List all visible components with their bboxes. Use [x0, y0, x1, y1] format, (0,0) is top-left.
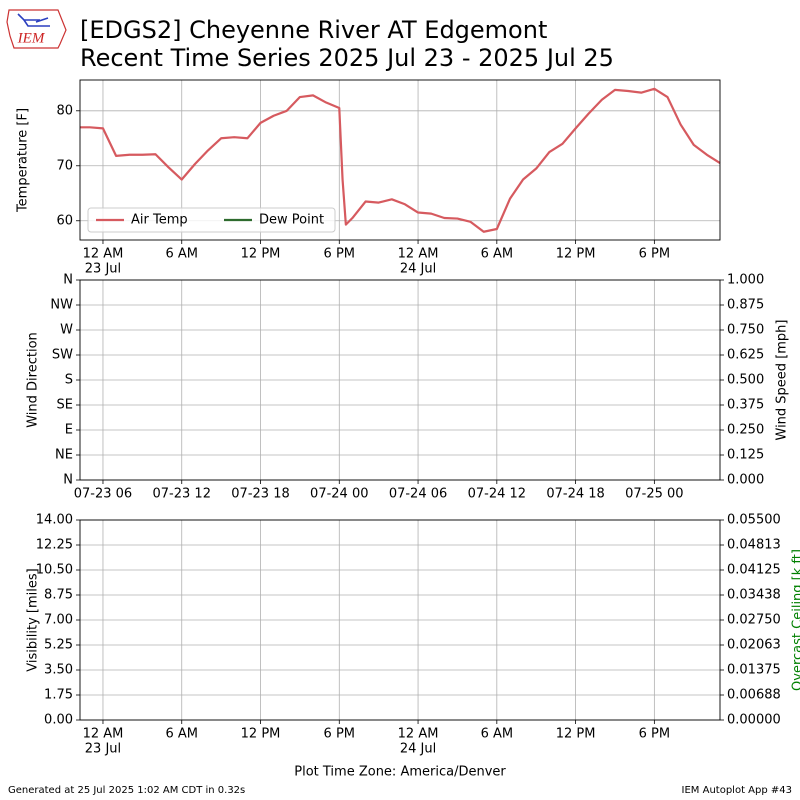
- y-tick-label: 12.25: [36, 538, 73, 553]
- y-tick-label: 5.25: [44, 638, 73, 653]
- y2-axis-label: Wind Speed [mph]: [775, 320, 790, 441]
- x-tick-label: 07-23 06: [74, 487, 132, 502]
- legend-label: Dew Point: [259, 213, 324, 228]
- legend-label: Air Temp: [131, 213, 188, 228]
- y-axis-label: Wind Direction: [26, 332, 41, 428]
- y-axis-label: Temperature [F]: [16, 108, 31, 213]
- y2-tick-label: 0.03438: [727, 588, 781, 603]
- x-tick-label: 6 AM: [165, 247, 198, 262]
- y2-tick-label: 0.000: [727, 473, 764, 488]
- y-tick-label: NW: [50, 298, 73, 313]
- x-tick-label: 12 AM: [83, 247, 124, 262]
- x-tick-label: 07-24 12: [468, 487, 526, 502]
- y-tick-label: N: [63, 473, 73, 488]
- x-tick-label: 6 PM: [639, 247, 670, 262]
- x-tick-label: 12 PM: [241, 727, 281, 742]
- x-tick-label: 07-24 06: [389, 487, 447, 502]
- plot-frame: [79, 519, 721, 721]
- x-tick-label: 07-25 00: [625, 487, 683, 502]
- plot-frame: [79, 279, 721, 481]
- x-tick-label: 6 PM: [324, 247, 355, 262]
- x-tick-label: 6 AM: [481, 247, 514, 262]
- x-tick-label: 12 PM: [241, 247, 281, 262]
- y2-tick-label: 0.04813: [727, 538, 781, 553]
- y2-tick-label: 0.04125: [727, 563, 781, 578]
- y2-tick-label: 0.02750: [727, 613, 781, 628]
- logo-symbol: [17, 13, 50, 27]
- y-axis-label: Visibility [miles]: [26, 568, 41, 671]
- y-tick-label: 7.00: [44, 613, 73, 628]
- x-tick-label: 12 AM: [83, 727, 124, 742]
- x-axis-label: Plot Time Zone: America/Denver: [294, 765, 506, 780]
- plot-frame: [79, 79, 721, 241]
- data-line: [80, 87, 721, 233]
- y-tick-label: 60: [56, 213, 73, 228]
- title-line: Recent Time Series 2025 Jul 23 - 2025 Ju…: [80, 44, 614, 72]
- y-tick-label: S: [65, 373, 73, 388]
- y-tick-label: N: [63, 273, 73, 288]
- y-tick-label: 10.50: [36, 563, 73, 578]
- x-tick-label: 6 AM: [481, 727, 514, 742]
- y2-tick-label: 0.125: [727, 448, 764, 463]
- y2-tick-label: 1.000: [727, 273, 764, 288]
- x-tick-date: 24 Jul: [400, 742, 436, 757]
- y-tick-label: 8.75: [44, 588, 73, 603]
- y2-tick-label: 0.375: [727, 398, 764, 413]
- x-tick-label: 07-24 00: [310, 487, 368, 502]
- y-tick-label: 70: [56, 158, 73, 173]
- logo-text: IEM: [17, 30, 46, 46]
- y2-tick-label: 0.625: [727, 348, 764, 363]
- title-line: [EDGS2] Cheyenne River AT Edgemont: [80, 16, 547, 44]
- y-tick-label: 1.75: [44, 688, 73, 703]
- y-tick-label: 80: [56, 103, 73, 118]
- y2-tick-label: 0.250: [727, 423, 764, 438]
- y2-tick-label: 0.875: [727, 298, 764, 313]
- y-tick-label: SW: [52, 348, 73, 363]
- legend-box: [87, 207, 336, 233]
- y2-tick-label: 0.500: [727, 373, 764, 388]
- x-tick-label: 6 PM: [639, 727, 670, 742]
- y2-tick-label: 0.00688: [727, 688, 781, 703]
- x-tick-label: 07-23 12: [153, 487, 211, 502]
- x-tick-date: 24 Jul: [400, 262, 436, 277]
- footer-left: Generated at 25 Jul 2025 1:02 AM CDT in …: [8, 785, 245, 796]
- x-tick-label: 6 PM: [324, 727, 355, 742]
- footer-right: IEM Autoplot App #43: [682, 785, 792, 796]
- x-tick-label: 07-24 18: [546, 487, 604, 502]
- y-tick-label: 3.50: [44, 663, 73, 678]
- logo: IEM: [6, 9, 67, 49]
- x-tick-label: 6 AM: [165, 727, 198, 742]
- x-tick-date: 23 Jul: [85, 262, 121, 277]
- y2-tick-label: 0.05500: [727, 513, 781, 528]
- x-tick-label: 12 PM: [556, 247, 596, 262]
- x-tick-label: 07-23 18: [231, 487, 289, 502]
- y-tick-label: E: [65, 423, 73, 438]
- y2-tick-label: 0.01375: [727, 663, 781, 678]
- y-tick-label: 14.00: [36, 513, 73, 528]
- x-tick-label: 12 AM: [398, 727, 439, 742]
- y2-tick-label: 0.02063: [727, 638, 781, 653]
- y2-tick-label: 0.750: [727, 323, 764, 338]
- x-tick-date: 23 Jul: [85, 742, 121, 757]
- y-tick-label: NE: [55, 448, 73, 463]
- y-tick-label: 0.00: [44, 713, 73, 728]
- x-tick-label: 12 AM: [398, 247, 439, 262]
- logo-outline: [6, 9, 67, 49]
- x-tick-label: 12 PM: [556, 727, 596, 742]
- y2-tick-label: 0.00000: [727, 713, 781, 728]
- y2-axis-label: Overcast Ceiling [k ft]: [791, 549, 800, 691]
- y-tick-label: SE: [57, 398, 73, 413]
- y-tick-label: W: [60, 323, 73, 338]
